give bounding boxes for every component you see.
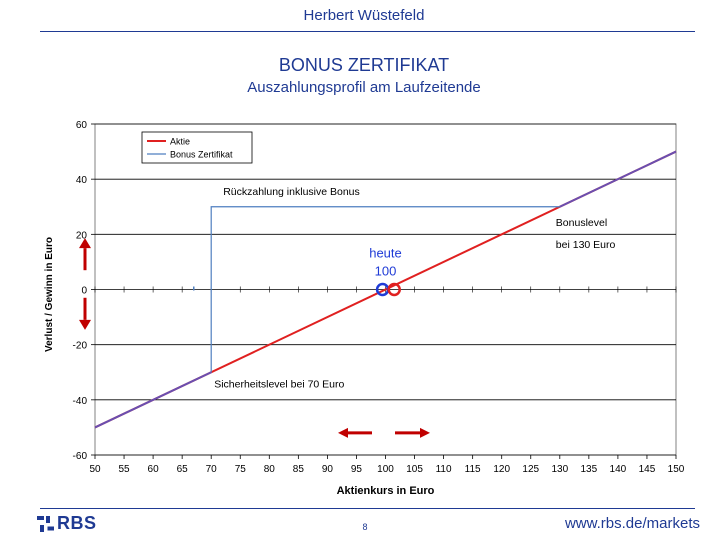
x-axis-title: Aktienkurs in Euro [337,485,435,497]
slide-subtitle: Auszahlungsprofil am Laufzeitende [247,79,481,96]
tick-label-y: -20 [73,341,88,352]
tick-label-x: 65 [177,464,189,475]
tick-label-x: 115 [465,464,481,475]
author-name: Herbert Wüstefeld [303,7,425,24]
legend-box [141,131,253,164]
tick-label-y: 20 [76,230,88,241]
overlap-segment-high [559,150,677,208]
header-divider [40,31,695,32]
tick-label-y: -40 [73,396,88,407]
rbs-logo: RBS [36,513,97,534]
tick-label-x: 130 [551,464,568,475]
tick-label-y: 0 [81,286,87,297]
annotation-bonuslevel-value: bei 130 Euro [556,239,616,251]
tick-label-x: 80 [264,464,276,475]
legend-label: Bonus Zertifikat [170,150,233,160]
arrow-down-head [79,319,91,330]
tick-label-x: 150 [668,464,685,475]
tick-label-x: 60 [148,464,160,475]
tick-label-x: 90 [322,464,334,475]
tick-label-x: 125 [522,464,539,475]
annotation-bonuslevel: Bonuslevel [556,217,607,229]
tick-label-x: 50 [89,464,101,475]
arrow-left-head [338,427,348,438]
page-number: 8 [362,522,368,532]
tick-label-y: 60 [76,120,88,131]
rbs-daisy-icon [37,515,54,532]
slide-title: BONUS ZERTIFIKAT [278,55,450,75]
tick-label-x: 135 [581,464,598,475]
tick-label-x: 70 [206,464,218,475]
tick-label-x: 145 [639,464,656,475]
rbs-logo-text: RBS [57,513,97,533]
tick-label-y: -60 [73,451,88,462]
annotation-heute-value: 100 [375,264,397,279]
y-axis-title: Verlust / Gewinn in Euro [44,237,55,352]
tick-label-x: 75 [235,464,247,475]
footer-divider [40,508,695,509]
tick-label-x: 140 [610,464,627,475]
annotation-rueckzahlung: Rückzahlung inklusive Bonus [223,186,360,198]
tick-label-x: 100 [377,464,394,475]
tick-label-x: 85 [293,464,305,475]
tick-label-x: 110 [436,464,452,475]
legend-label: Aktie [170,137,190,147]
tick-label-x: 120 [493,464,510,475]
footer-url[interactable]: www.rbs.de/markets [564,515,700,532]
arrow-up-head [79,238,91,249]
tick-label-y: 40 [76,175,88,186]
annotation-heute: heute [369,246,402,261]
payoff-chart: 60 40 20 0 -20 -40 -60 50 55 60 65 70 75 80 85 90 95 100 1… [38,112,690,502]
arrow-right-head [420,427,430,438]
overlap-segment-low [94,371,212,429]
annotation-sicherheitslevel: Sicherheitslevel bei 70 Euro [214,378,344,390]
tick-label-x: 105 [406,464,423,475]
tick-label-x: 55 [118,464,130,475]
tick-label-x: 95 [351,464,363,475]
today-marker-red [387,282,401,297]
